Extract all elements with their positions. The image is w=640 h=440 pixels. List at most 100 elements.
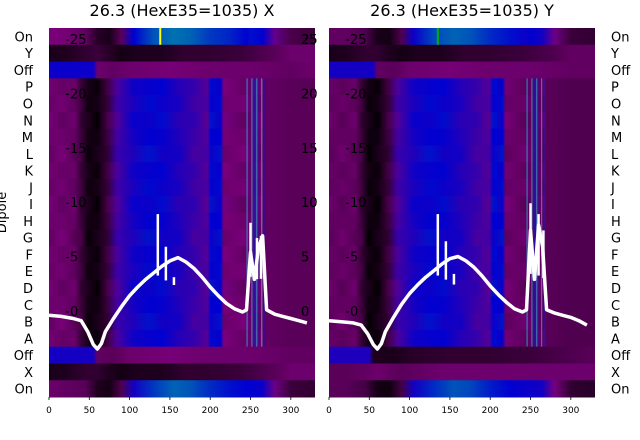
body-stripe: [253, 78, 255, 347]
row-label-left: Off: [14, 349, 34, 364]
row-label-right: On: [611, 30, 629, 45]
body-stripe: [540, 78, 543, 347]
overlay-tick-label-right: 15: [301, 142, 318, 157]
bottom-row-on: [329, 380, 595, 398]
overlay-tick-label: 15: [350, 142, 367, 157]
row-label-left: D: [23, 282, 33, 297]
row-label-left: X: [24, 366, 33, 381]
body-row-g: [49, 229, 263, 247]
heatmap-panel-0: 0 0 5 5 10 10 15 15 20 20 25 25: [48, 28, 318, 398]
body-row-h: [49, 212, 263, 230]
overlay-curve: [48, 234, 308, 351]
body-row-tail: [262, 178, 315, 197]
body-row-tail: [262, 111, 315, 130]
body-row-k: [49, 162, 263, 180]
row-label-left: H: [23, 215, 33, 230]
row-label-left: I: [29, 198, 33, 213]
x-tick-label: 200: [482, 406, 499, 416]
body-row-tail: [545, 128, 595, 146]
body-row-l: [329, 145, 546, 163]
channel-row-on: [49, 28, 315, 46]
bottom-row-on: [49, 380, 315, 398]
body-row-tail: [262, 78, 315, 96]
body-row-c: [49, 296, 263, 314]
body-row-a: [329, 329, 546, 348]
body-stripe: [246, 78, 248, 347]
x-tick-label: 300: [282, 406, 299, 416]
overlay-tick-label-left: 15: [301, 142, 318, 157]
row-label-left: Y: [24, 47, 33, 62]
row-label-left: M: [22, 131, 33, 146]
body-row-m: [49, 128, 263, 146]
channel-row-on: [329, 28, 595, 46]
body-stripe: [251, 78, 253, 347]
body-stripe: [543, 78, 545, 347]
body-row-tail: [545, 78, 595, 96]
channel-row-off: [329, 61, 595, 79]
row-label-right: K: [611, 165, 620, 180]
peak-marker: [436, 28, 439, 45]
body-row-f: [49, 246, 263, 264]
x-tick-label: 300: [562, 406, 579, 416]
bottom-row-x: [329, 363, 595, 381]
row-label-right: J: [610, 181, 615, 196]
overlay-tick-label: 25: [350, 33, 367, 48]
row-label-left: A: [24, 332, 33, 347]
body-stripe: [258, 78, 260, 347]
x-tick-label: 100: [401, 406, 418, 416]
row-label-left: G: [23, 232, 33, 247]
row-label-right: On: [611, 383, 629, 398]
body-row-tail: [262, 95, 315, 113]
row-label-right: Y: [610, 47, 619, 62]
body-row-l: [49, 145, 263, 163]
row-label-right: X: [611, 366, 620, 381]
row-label-right: O: [611, 97, 621, 112]
row-label-right: M: [611, 131, 622, 146]
overlay-tick-label-right: 25: [301, 33, 318, 48]
body-row-tail: [545, 111, 595, 130]
row-label-right: Off: [611, 349, 631, 364]
row-label-right: Off: [611, 64, 631, 79]
overlay-tick-label-right: 5: [301, 251, 309, 266]
panel-title-1: 26.3 (HexE35=1035) Y: [370, 1, 554, 20]
x-tick-label: 100: [121, 406, 138, 416]
overlay-tick-label: 0: [70, 305, 78, 320]
overlay-tick-label: 10: [350, 196, 367, 211]
y-axis-label: Dipole: [0, 192, 10, 233]
body-row-k: [329, 162, 546, 180]
body-stripe: [256, 78, 258, 347]
body-row-tail: [262, 162, 315, 180]
body-row-b: [329, 313, 546, 331]
row-label-right: C: [611, 299, 620, 314]
row-label-left: N: [23, 114, 33, 129]
row-label-left: On: [15, 30, 33, 45]
overlay-tick-label-right: 10: [301, 196, 318, 211]
body-row-tail: [262, 296, 315, 314]
body-row-tail: [262, 262, 315, 281]
row-label-right: A: [611, 332, 620, 347]
overlay-tick-label-left: 5: [301, 251, 309, 266]
x-tick-label: 250: [522, 406, 539, 416]
bottom-row-off: [49, 346, 315, 364]
channel-row-off: [49, 61, 315, 79]
heatmap-panel-1: 0 5 10 15 20 25: [328, 28, 595, 398]
row-label-left: C: [24, 299, 33, 314]
body-stripe: [260, 78, 263, 347]
row-label-right: H: [611, 215, 621, 230]
overlay-tick-label: 20: [350, 87, 367, 102]
overlay-tick-label-left: 20: [301, 87, 318, 102]
row-label-left: B: [24, 316, 33, 331]
body-row-tail: [545, 329, 595, 348]
body-stripe: [533, 78, 535, 347]
body-stripe: [531, 78, 533, 347]
body-row-i: [49, 195, 263, 213]
body-row-p: [49, 78, 263, 96]
overlay-tick-label: 5: [350, 251, 358, 266]
overlay-tick-label: 5: [70, 251, 78, 266]
x-tick-label: 200: [202, 406, 219, 416]
bottom-row-x: [49, 363, 315, 381]
row-label-right: I: [611, 198, 615, 213]
bottom-row-off: [329, 346, 595, 364]
row-label-right: G: [611, 232, 621, 247]
body-row-c: [329, 296, 546, 314]
